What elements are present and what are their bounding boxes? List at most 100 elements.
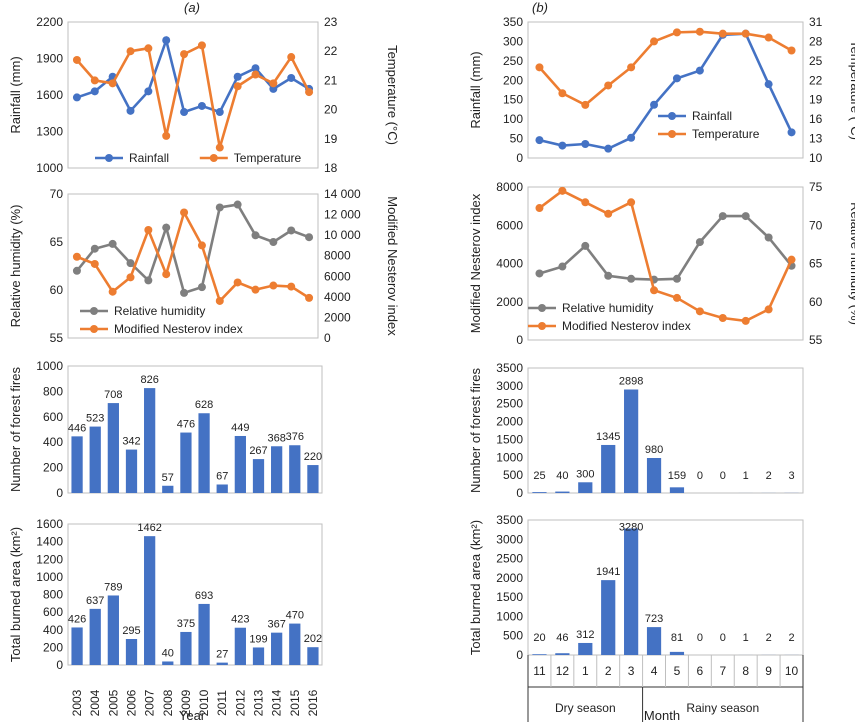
y-tick-label: 500 xyxy=(503,468,523,482)
legend-label: Rainfall xyxy=(129,151,169,165)
panel-label-a: (a) xyxy=(184,0,200,15)
chart-a4: 0 200 400 600 800 1000 1200 1400 1600 Total burne… xyxy=(8,517,323,716)
bar xyxy=(162,661,174,665)
data-point xyxy=(90,259,99,268)
legend-label: Temperature xyxy=(692,127,760,141)
bar-label: 0 xyxy=(697,632,703,644)
bar-label: 723 xyxy=(645,613,663,625)
y2-tick-label: 25 xyxy=(809,54,823,68)
bar-label: 2898 xyxy=(619,376,643,388)
x-tick-label: 2006 xyxy=(125,689,139,716)
y-tick-label: 1500 xyxy=(496,432,523,446)
bar xyxy=(162,485,174,493)
x-tick-label: 8 xyxy=(742,664,749,678)
bar-label: 295 xyxy=(122,625,140,637)
data-point xyxy=(162,131,171,140)
chart-b1: 0 50 100 150 200 250 300 350 Rainfall (mm) 10 13 16… xyxy=(468,15,855,165)
data-point xyxy=(251,70,260,79)
y-tick-label: 0 xyxy=(56,486,63,500)
y2-tick-label: 10 xyxy=(809,151,823,165)
bar-label: 628 xyxy=(195,399,213,411)
y2-tick-label: 28 xyxy=(809,34,823,48)
bar xyxy=(71,436,83,493)
y2-tick-label: 75 xyxy=(809,180,823,194)
y-tick-label: 1900 xyxy=(36,52,63,66)
series-line xyxy=(538,189,793,323)
data-point xyxy=(787,255,796,264)
bar xyxy=(144,388,156,493)
y2-tick-label: 23 xyxy=(324,15,338,29)
bar xyxy=(144,536,156,665)
y-tick-label: 400 xyxy=(43,623,63,637)
data-point xyxy=(108,287,117,296)
data-point xyxy=(72,252,81,261)
bar-label: 220 xyxy=(304,451,322,463)
legend-marker xyxy=(90,307,98,315)
bar xyxy=(71,627,83,665)
bar-label: 376 xyxy=(286,431,304,443)
y2-tick-label: 4000 xyxy=(324,290,351,304)
data-point xyxy=(126,259,135,268)
data-point xyxy=(197,101,206,110)
bar xyxy=(624,528,639,655)
y-tick-label: 2000 xyxy=(496,571,523,585)
dry-season-label: Dry season xyxy=(555,701,616,715)
y-tick-label: 1000 xyxy=(36,161,63,175)
y-tick-label: 1500 xyxy=(496,590,523,604)
y2-axis-label: Modified Nesterov index xyxy=(385,196,400,336)
data-point xyxy=(197,41,206,50)
data-point xyxy=(215,108,224,117)
y2-tick-label: 22 xyxy=(809,73,823,87)
x-tick-label: 2003 xyxy=(70,689,84,716)
x-tick-label: 11 xyxy=(533,664,546,678)
series-line xyxy=(539,214,793,281)
data-point xyxy=(197,241,206,250)
data-point xyxy=(672,274,681,283)
x-tick-label: 2 xyxy=(605,664,612,678)
y-tick-label: 400 xyxy=(43,435,63,449)
bar-label: 2 xyxy=(788,632,794,644)
bar-label: 1 xyxy=(743,632,749,644)
bar xyxy=(669,487,685,493)
y-tick-label: 6000 xyxy=(496,218,523,232)
y2-tick-label: 20 xyxy=(324,103,338,117)
y-axis-label: Number of forest fires xyxy=(8,367,23,492)
x-tick-label: 5 xyxy=(674,664,681,678)
data-point xyxy=(108,239,117,248)
bar-label: 0 xyxy=(720,470,726,482)
bar xyxy=(289,623,301,665)
x-tick-label: 3 xyxy=(628,664,635,678)
y-tick-label: 3500 xyxy=(496,361,523,375)
data-point xyxy=(233,278,242,287)
bar-label: 27 xyxy=(216,649,228,661)
data-point xyxy=(144,87,153,96)
bar-label: 476 xyxy=(177,419,195,431)
data-point xyxy=(741,29,750,38)
y-tick-label: 70 xyxy=(50,187,64,201)
legend-label: Temperature xyxy=(234,151,302,165)
y-tick-label: 1600 xyxy=(36,517,63,531)
y-tick-label: 600 xyxy=(43,605,63,619)
data-point xyxy=(251,231,260,240)
bar-label: 523 xyxy=(86,413,104,425)
bar-label: 20 xyxy=(533,632,545,644)
data-point xyxy=(126,273,135,282)
plot-frame xyxy=(67,523,323,666)
y-tick-label: 4000 xyxy=(496,257,523,271)
legend-label: Relative humidity xyxy=(562,301,653,315)
series-line xyxy=(75,203,310,295)
y2-tick-label: 6000 xyxy=(324,269,351,283)
data-point xyxy=(695,66,704,75)
y-tick-label: 800 xyxy=(43,384,63,398)
legend-marker xyxy=(668,112,676,120)
data-point xyxy=(269,238,278,246)
data-point xyxy=(180,50,189,59)
y-tick-label: 2500 xyxy=(496,397,523,411)
bar-label: 342 xyxy=(122,436,140,448)
y-tick-label: 0 xyxy=(516,151,523,165)
y-tick-label: 65 xyxy=(50,235,64,249)
y2-tick-label: 12 000 xyxy=(324,208,361,222)
bar xyxy=(578,482,593,493)
y2-tick-label: 16 xyxy=(809,112,823,126)
y-tick-label: 1000 xyxy=(496,450,523,464)
